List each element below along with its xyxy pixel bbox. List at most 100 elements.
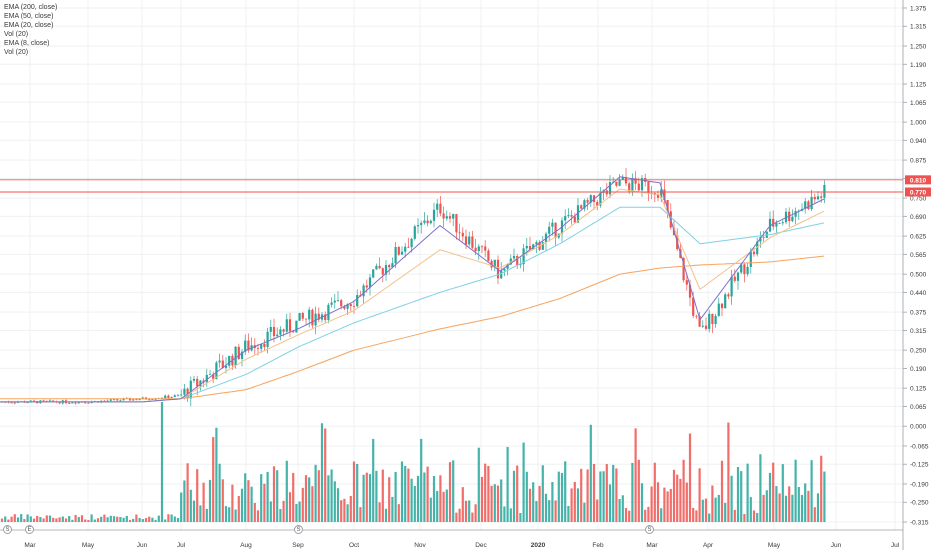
- candle-body: [237, 346, 240, 359]
- candle-body: [509, 258, 512, 265]
- ema8-line: [0, 176, 825, 403]
- candle-body: [535, 242, 538, 245]
- volume-bar: [80, 515, 84, 522]
- volume-bar: [455, 512, 458, 522]
- volume-bar: [752, 510, 756, 522]
- candle-body: [660, 189, 663, 198]
- volume-bar: [746, 463, 749, 522]
- volume-bar: [308, 477, 311, 522]
- candle-body: [477, 246, 480, 252]
- volume-bar: [0, 518, 4, 522]
- volume-bar: [682, 459, 685, 522]
- price-tick-label: 0.500: [910, 272, 927, 279]
- volume-bar: [336, 488, 340, 522]
- volume-bar: [669, 488, 672, 522]
- candle-body: [52, 400, 55, 402]
- candle-body: [516, 255, 519, 266]
- time-tick-label: Apr: [703, 542, 714, 549]
- volume-bar: [407, 468, 410, 522]
- volume-bar: [224, 506, 228, 522]
- volume-bar: [794, 459, 797, 522]
- volume-bar: [112, 516, 116, 522]
- volume-bar: [189, 489, 192, 522]
- candle-body: [48, 400, 52, 402]
- volume-bar: [311, 486, 314, 522]
- volume-bar: [285, 460, 288, 522]
- candle-body: [199, 380, 202, 387]
- volume-bar: [416, 475, 420, 522]
- volume-bar: [240, 488, 244, 522]
- volume-bar: [791, 494, 794, 522]
- candle-body: [525, 245, 528, 249]
- candle-body: [458, 232, 461, 234]
- candle-body: [288, 319, 292, 332]
- volume-bar: [701, 499, 704, 522]
- volume-bar: [228, 507, 231, 522]
- price-tick-label: 0.440: [910, 290, 927, 297]
- volume-bar: [589, 424, 592, 522]
- price-tick-label: 0.250: [910, 348, 927, 355]
- candle-body: [580, 205, 583, 209]
- volume-bar: [266, 471, 269, 522]
- candle-body: [180, 394, 183, 396]
- candle-body: [586, 200, 589, 203]
- volume-bar: [16, 517, 20, 522]
- volume-bar: [727, 422, 730, 522]
- volume-bar: [554, 500, 557, 522]
- volume-bar: [186, 463, 189, 522]
- candle-body: [589, 195, 592, 203]
- candle-body: [84, 402, 87, 404]
- volume-bar: [96, 518, 100, 522]
- volume-bar: [532, 482, 535, 522]
- price-tick-label: -0.065: [910, 443, 929, 450]
- candle-body: [301, 312, 304, 319]
- volume-bar: [359, 507, 362, 522]
- volume-bar: [93, 519, 96, 522]
- volume-bar: [564, 461, 567, 522]
- volume-bar: [820, 455, 823, 522]
- volume-bar: [509, 508, 512, 522]
- candle-body: [682, 258, 685, 281]
- candle-body: [13, 402, 16, 404]
- volume-bar: [176, 517, 180, 522]
- candle-body: [224, 365, 228, 368]
- volume-bar: [493, 484, 496, 522]
- volume-bar: [487, 465, 490, 522]
- candle-body: [375, 265, 378, 270]
- volume-bar: [426, 466, 429, 522]
- volume-bar: [244, 473, 247, 522]
- candle-body: [666, 200, 669, 212]
- legend-item: EMA (20, close): [4, 22, 54, 29]
- price-tick-label: 1.375: [910, 6, 927, 13]
- hline-label-1: 0.770: [910, 190, 927, 197]
- candle-body: [381, 268, 384, 275]
- candle-body: [244, 340, 247, 352]
- volume-bar: [647, 506, 650, 522]
- volume-bar: [522, 442, 525, 522]
- volume-bar: [346, 504, 349, 522]
- candle-body: [196, 378, 199, 387]
- volume-bar: [260, 474, 263, 522]
- candle-body: [439, 203, 442, 214]
- volume-bar: [618, 499, 621, 522]
- volume-bar: [324, 428, 327, 522]
- candle-body: [327, 304, 330, 321]
- volume-bar: [116, 516, 119, 522]
- volume-bar: [660, 508, 663, 522]
- candle-body: [234, 346, 237, 366]
- legend-item: EMA (200, close): [4, 4, 58, 11]
- volume-bar: [500, 479, 503, 522]
- time-tick-label: May: [82, 542, 95, 549]
- volume-bar: [650, 486, 653, 522]
- candle-body: [711, 313, 714, 324]
- volume-bar: [474, 504, 477, 522]
- volume-bar: [148, 516, 151, 522]
- volume-bar: [458, 508, 461, 522]
- price-tick-label: -0.315: [910, 520, 929, 527]
- candle-body: [500, 270, 503, 279]
- candle-body: [567, 215, 570, 217]
- ema20-line: [0, 188, 825, 403]
- candle-body: [343, 306, 346, 309]
